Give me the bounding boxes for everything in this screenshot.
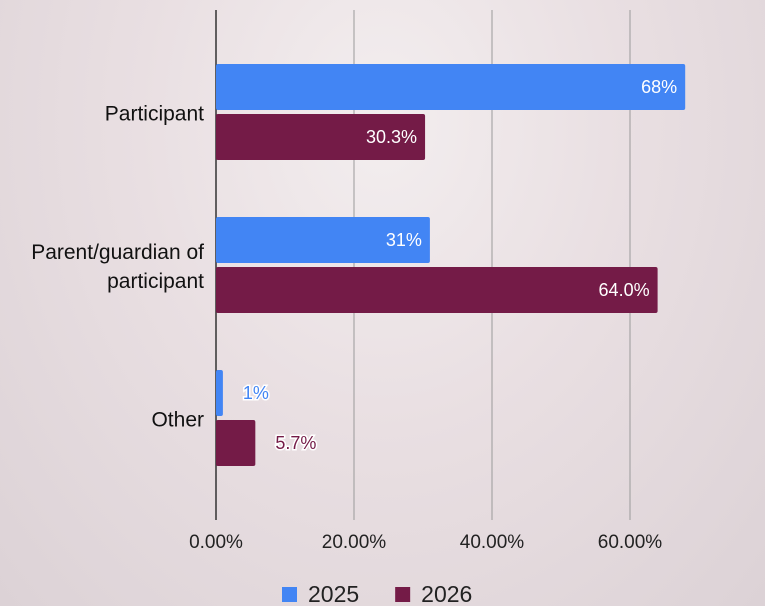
y-tick-label: Other [151,408,204,432]
data-label: 31% [386,230,422,250]
y-tick-label: Parent/guardian of participant [31,241,204,293]
data-label: 68% [641,77,677,97]
legend-label: 2025 [308,581,359,606]
x-tick-label: 40.00% [460,532,525,553]
bar [216,217,430,263]
data-label: 5.7% [275,433,316,453]
x-tick-label: 60.00% [598,532,663,553]
bar [216,267,658,313]
legend-swatch [282,587,297,602]
data-label: 64.0% [599,280,650,300]
x-tick-label: 20.00% [322,532,387,553]
bar [216,420,256,466]
bar [216,114,426,160]
x-tick-label: 0.00% [189,532,243,553]
data-label: 30.3% [366,127,417,147]
y-tick-label: Participant [104,102,204,126]
legend-label: 2026 [421,581,472,606]
data-label: 1% [243,383,269,403]
legend-swatch [395,587,411,602]
bar [216,370,223,416]
bar [216,64,686,110]
